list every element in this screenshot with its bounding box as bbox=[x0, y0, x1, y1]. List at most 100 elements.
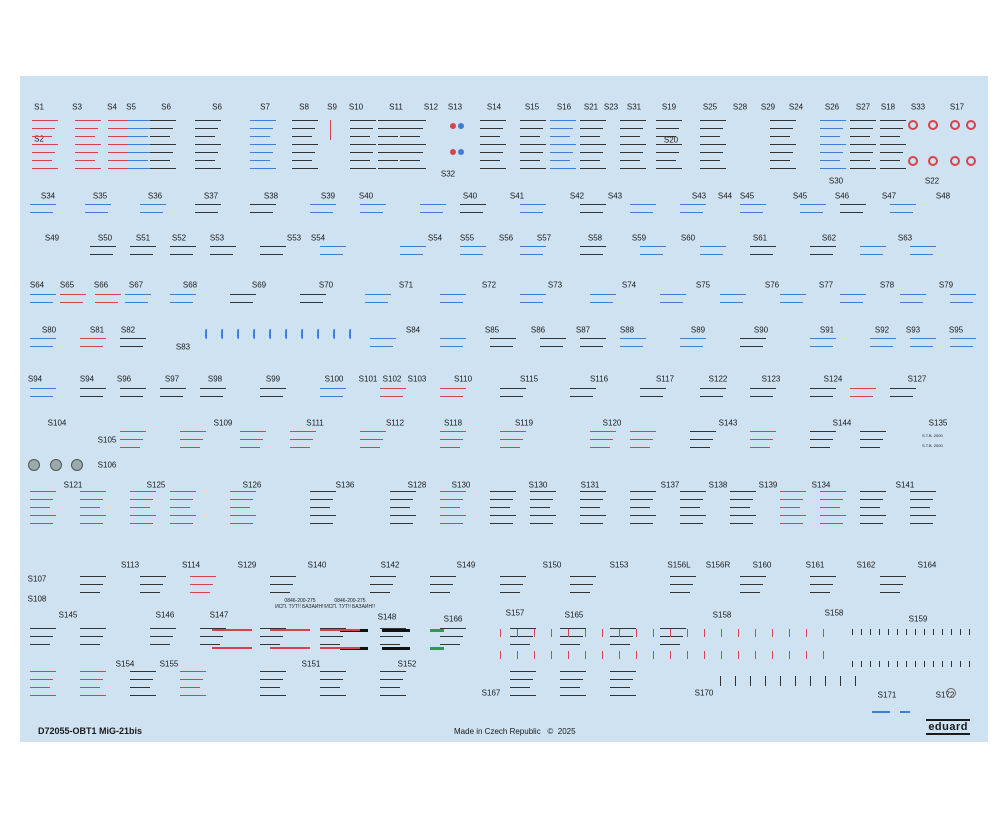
decal-label: S10 bbox=[348, 102, 364, 112]
decal-label: S114 bbox=[181, 560, 201, 570]
stencil-lines bbox=[490, 338, 516, 354]
bracket-icon bbox=[269, 329, 273, 339]
decal-label: S39 bbox=[320, 191, 336, 201]
decal-label: S131 bbox=[580, 480, 600, 490]
red-tick bbox=[738, 629, 739, 637]
stencil-lines bbox=[840, 204, 866, 220]
stencil-lines bbox=[180, 671, 206, 703]
decal-label: S145 bbox=[58, 610, 78, 620]
decal-label: S7 bbox=[260, 102, 270, 112]
stencil-lines bbox=[700, 246, 726, 262]
black-tick bbox=[942, 661, 943, 667]
decal-label: S144 bbox=[832, 418, 852, 428]
stencil-lines bbox=[200, 388, 226, 404]
stencil-lines bbox=[580, 246, 606, 262]
stencil-lines bbox=[320, 628, 346, 652]
decal-label: S79 bbox=[938, 280, 954, 290]
decal-label: S18 bbox=[880, 102, 896, 112]
black-tick bbox=[840, 676, 841, 686]
gauge-icon bbox=[71, 459, 83, 471]
decal-label: S83 bbox=[175, 342, 191, 352]
stencil-lines bbox=[80, 576, 106, 600]
stencil-lines bbox=[365, 294, 391, 310]
stencil-lines bbox=[430, 576, 456, 600]
black-tick bbox=[870, 629, 871, 635]
stencil-lines bbox=[400, 120, 426, 176]
decal-label: S120 bbox=[602, 418, 622, 428]
sheet-code: D72055-OBT1 MiG-21bis bbox=[38, 726, 143, 736]
decal-label: S45 bbox=[792, 191, 808, 201]
stencil-lines bbox=[90, 246, 116, 262]
decal-label: S27 bbox=[855, 102, 871, 112]
decal-label: S45 bbox=[739, 191, 755, 201]
stencil-lines bbox=[32, 120, 58, 176]
black-tick bbox=[879, 661, 880, 667]
red-tick bbox=[602, 651, 603, 659]
roundel-icon bbox=[458, 123, 464, 129]
stencil-lines bbox=[378, 120, 404, 176]
bracket-icon bbox=[237, 329, 241, 339]
stencil-lines bbox=[270, 576, 296, 600]
decal-label: S29 bbox=[760, 102, 776, 112]
decal-label: S105 bbox=[97, 435, 117, 445]
stencil-lines bbox=[150, 628, 176, 652]
decal-label: S50 bbox=[97, 233, 113, 243]
stencil-lines bbox=[700, 388, 726, 404]
stencil-lines bbox=[30, 204, 56, 220]
stencil-lines bbox=[170, 294, 196, 310]
decal-label: S153 bbox=[609, 560, 629, 570]
stencil-lines bbox=[820, 491, 846, 531]
red-tick bbox=[721, 629, 722, 637]
red-tick bbox=[687, 629, 688, 637]
decal-label: S134 bbox=[811, 480, 831, 490]
bracket-icon bbox=[253, 329, 257, 339]
black-tick bbox=[933, 629, 934, 635]
red-tick bbox=[534, 629, 535, 637]
stencil-lines bbox=[630, 431, 656, 455]
decal-label: S70 bbox=[318, 280, 334, 290]
decal-label: S127 bbox=[907, 374, 927, 384]
stencil-lines bbox=[120, 338, 146, 354]
stencil-lines bbox=[810, 576, 836, 600]
stencil-lines bbox=[230, 294, 256, 310]
decal-label: S5 bbox=[126, 102, 136, 112]
decal-label: S130 bbox=[528, 480, 548, 490]
decal-label: S99 bbox=[265, 374, 281, 384]
decal-label: S35 bbox=[92, 191, 108, 201]
stencil-lines bbox=[230, 491, 256, 531]
decal-label: S34 bbox=[40, 191, 56, 201]
red-stripe bbox=[212, 647, 252, 649]
red-tick bbox=[687, 651, 688, 659]
decal-label: S36 bbox=[147, 191, 163, 201]
decal-label: S41 bbox=[509, 191, 525, 201]
decal-label: S164 bbox=[917, 560, 937, 570]
decal-label: S94 bbox=[27, 374, 43, 384]
decal-label: S90 bbox=[753, 325, 769, 335]
decal-label: S140 bbox=[307, 560, 327, 570]
bracket-icon bbox=[285, 329, 289, 339]
stencil-lines bbox=[360, 431, 386, 455]
decal-label: S96 bbox=[116, 374, 132, 384]
decal-label: S138 bbox=[708, 480, 728, 490]
black-tick bbox=[810, 676, 811, 686]
black-tick bbox=[897, 629, 898, 635]
decal-label: S125 bbox=[146, 480, 166, 490]
stencil-lines bbox=[260, 246, 286, 262]
decal-label: S64 bbox=[29, 280, 45, 290]
decal-label: S73 bbox=[547, 280, 563, 290]
red-tick bbox=[517, 629, 518, 637]
stencil-lines bbox=[680, 204, 706, 220]
stencil-lines bbox=[120, 431, 146, 455]
decal-label: S13 bbox=[447, 102, 463, 112]
decal-label: S61 bbox=[752, 233, 768, 243]
decal-label: S89 bbox=[690, 325, 706, 335]
red-tick bbox=[755, 629, 756, 637]
decal-label: S123 bbox=[761, 374, 781, 384]
serial-stencil-b: 0846-200-275 ИСП. ТУТ!! БАЗАИН!! bbox=[320, 598, 380, 610]
red-tick bbox=[704, 629, 705, 637]
decal-label: S30 bbox=[828, 176, 844, 186]
decal-label: S108 bbox=[27, 594, 47, 604]
stencil-lines bbox=[740, 204, 766, 220]
decal-label: S97 bbox=[164, 374, 180, 384]
decal-label: S26 bbox=[824, 102, 840, 112]
